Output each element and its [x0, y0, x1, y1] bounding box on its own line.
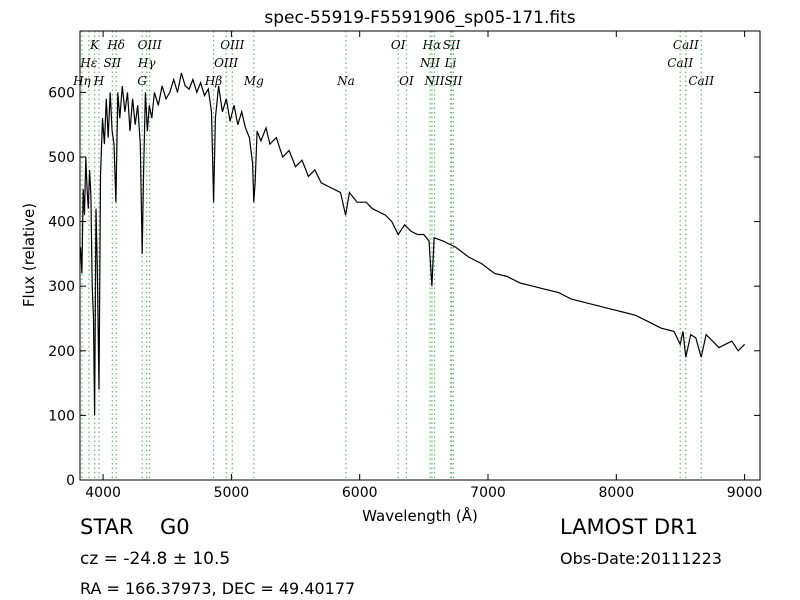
object-class: STAR — [80, 515, 133, 539]
y-tick-label: 100 — [48, 408, 75, 424]
x-tick-label: 6000 — [342, 485, 378, 501]
x-tick-label: 4000 — [85, 485, 121, 501]
spectral-line-label: CaII — [667, 56, 693, 70]
chart-title: spec-55919-F5591906_sp05-171.fits — [264, 8, 575, 28]
survey: LAMOST DR1 — [560, 515, 698, 539]
spectral-line-label: SII — [445, 74, 463, 88]
spectral-line-label: Hα — [422, 38, 442, 52]
y-tick-label: 500 — [48, 150, 75, 166]
y-tick-label: 0 — [66, 473, 75, 489]
x-tick-label: 8000 — [598, 485, 634, 501]
spectral-line-label: K — [89, 38, 100, 52]
obs-date: Obs-Date:20111223 — [560, 549, 722, 568]
spectral-line-label: OIII — [220, 38, 244, 52]
redshift: cz = -24.8 ± 10.5 — [80, 549, 230, 569]
spectral-line-label: Mg — [243, 74, 264, 88]
y-tick-label: 300 — [48, 279, 75, 295]
x-axis-label: Wavelength (Å) — [362, 506, 478, 525]
spectral-line-label: Hη — [72, 74, 91, 88]
plot-frame — [79, 30, 761, 481]
spectrum-line — [80, 72, 746, 416]
x-tick-label: 7000 — [470, 485, 506, 501]
spectral-line-label: H — [93, 74, 105, 88]
spectral-line-label: OI — [391, 38, 406, 52]
spectral-line-label: SII — [443, 38, 461, 52]
y-axis-label: Flux (relative) — [20, 203, 38, 307]
spectral-line-label: Hβ — [204, 74, 222, 88]
spectral-line-label: NII — [419, 56, 440, 70]
x-tick-label: 9000 — [727, 485, 763, 501]
spectral-line-label: Hε — [79, 56, 97, 70]
y-tick-label: 400 — [48, 215, 75, 231]
spectral-line-label: NII — [424, 74, 445, 88]
spectral-line-label: OI — [399, 74, 414, 88]
spectral-line-label: SII — [103, 56, 121, 70]
y-tick-label: 600 — [48, 85, 75, 101]
spectral-line-label: Hδ — [106, 38, 125, 52]
spectral-line-label: CaII — [673, 38, 699, 52]
spectral-line-label: Hγ — [137, 56, 156, 70]
spectral-line-label: OIII — [138, 38, 162, 52]
spectral-line-label: Na — [336, 74, 355, 88]
spectral-line-label: OIII — [214, 56, 238, 70]
x-tick-label: 5000 — [214, 485, 250, 501]
spectral-line-label: G — [137, 74, 147, 88]
coordinates: RA = 166.37973, DEC = 49.40177 — [80, 579, 355, 598]
spectral-line-label: CaII — [688, 74, 714, 88]
subclass: G0 — [160, 515, 190, 539]
spectral-line-label: Li — [444, 56, 457, 70]
y-tick-label: 200 — [48, 344, 75, 360]
